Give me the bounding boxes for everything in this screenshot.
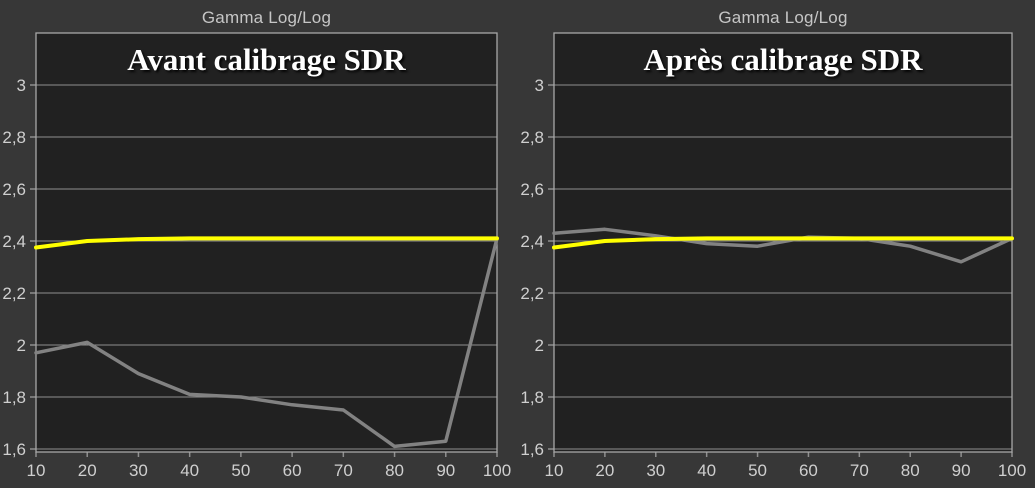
series-line-reference (552, 236, 1014, 250)
x-tick-label: 90 (952, 461, 971, 480)
series-line-measured (34, 236, 499, 449)
y-tick-label: 1,6 (2, 440, 26, 459)
y-tick-label: 2,8 (520, 128, 544, 147)
x-tick-label: 40 (180, 461, 199, 480)
chart-title-before-calibration: Avant calibrage SDR (127, 42, 406, 77)
y-tick-label: 2 (535, 336, 544, 355)
y-tick-label: 2 (17, 336, 26, 355)
y-tick-label: 2,4 (2, 232, 26, 251)
series-line-reference (34, 236, 499, 250)
y-tick-label: 3 (535, 76, 544, 95)
chart-top-label-after: Gamma Log/Log (718, 8, 848, 27)
x-tick-label: 100 (483, 461, 511, 480)
y-tick-label: 1,8 (520, 388, 544, 407)
x-tick-label: 30 (129, 461, 148, 480)
x-tick-label: 80 (385, 461, 404, 480)
y-tick-label: 2,8 (2, 128, 26, 147)
plot-border (553, 32, 1013, 453)
y-tick-label: 1,6 (520, 440, 544, 459)
x-tick-label: 10 (27, 461, 46, 480)
series-line-measured (552, 227, 1014, 264)
x-tick-label: 50 (748, 461, 767, 480)
y-tick-label: 3 (17, 76, 26, 95)
y-tick-label: 2,6 (520, 180, 544, 199)
x-tick-label: 60 (799, 461, 818, 480)
y-tick-label: 2,6 (2, 180, 26, 199)
x-tick-label: 50 (231, 461, 250, 480)
x-tick-label: 70 (850, 461, 869, 480)
y-tick-label: 2,2 (520, 284, 544, 303)
x-tick-label: 90 (436, 461, 455, 480)
x-tick-label: 40 (697, 461, 716, 480)
x-tick-label: 80 (901, 461, 920, 480)
chart-top-label-before: Gamma Log/Log (201, 8, 332, 27)
y-tick-label: 1,8 (2, 388, 26, 407)
x-tick-label: 100 (998, 461, 1026, 480)
x-tick-label: 30 (646, 461, 665, 480)
x-tick-label: 70 (334, 461, 353, 480)
x-tick-label: 10 (545, 461, 564, 480)
x-tick-label: 20 (595, 461, 614, 480)
plot-area (36, 33, 497, 452)
x-tick-label: 20 (78, 461, 97, 480)
y-tick-label: 2,4 (520, 232, 544, 251)
y-tick-label: 2,2 (2, 284, 26, 303)
x-tick-label: 60 (283, 461, 302, 480)
chart-title-after-calibration: Après calibrage SDR (643, 42, 923, 77)
